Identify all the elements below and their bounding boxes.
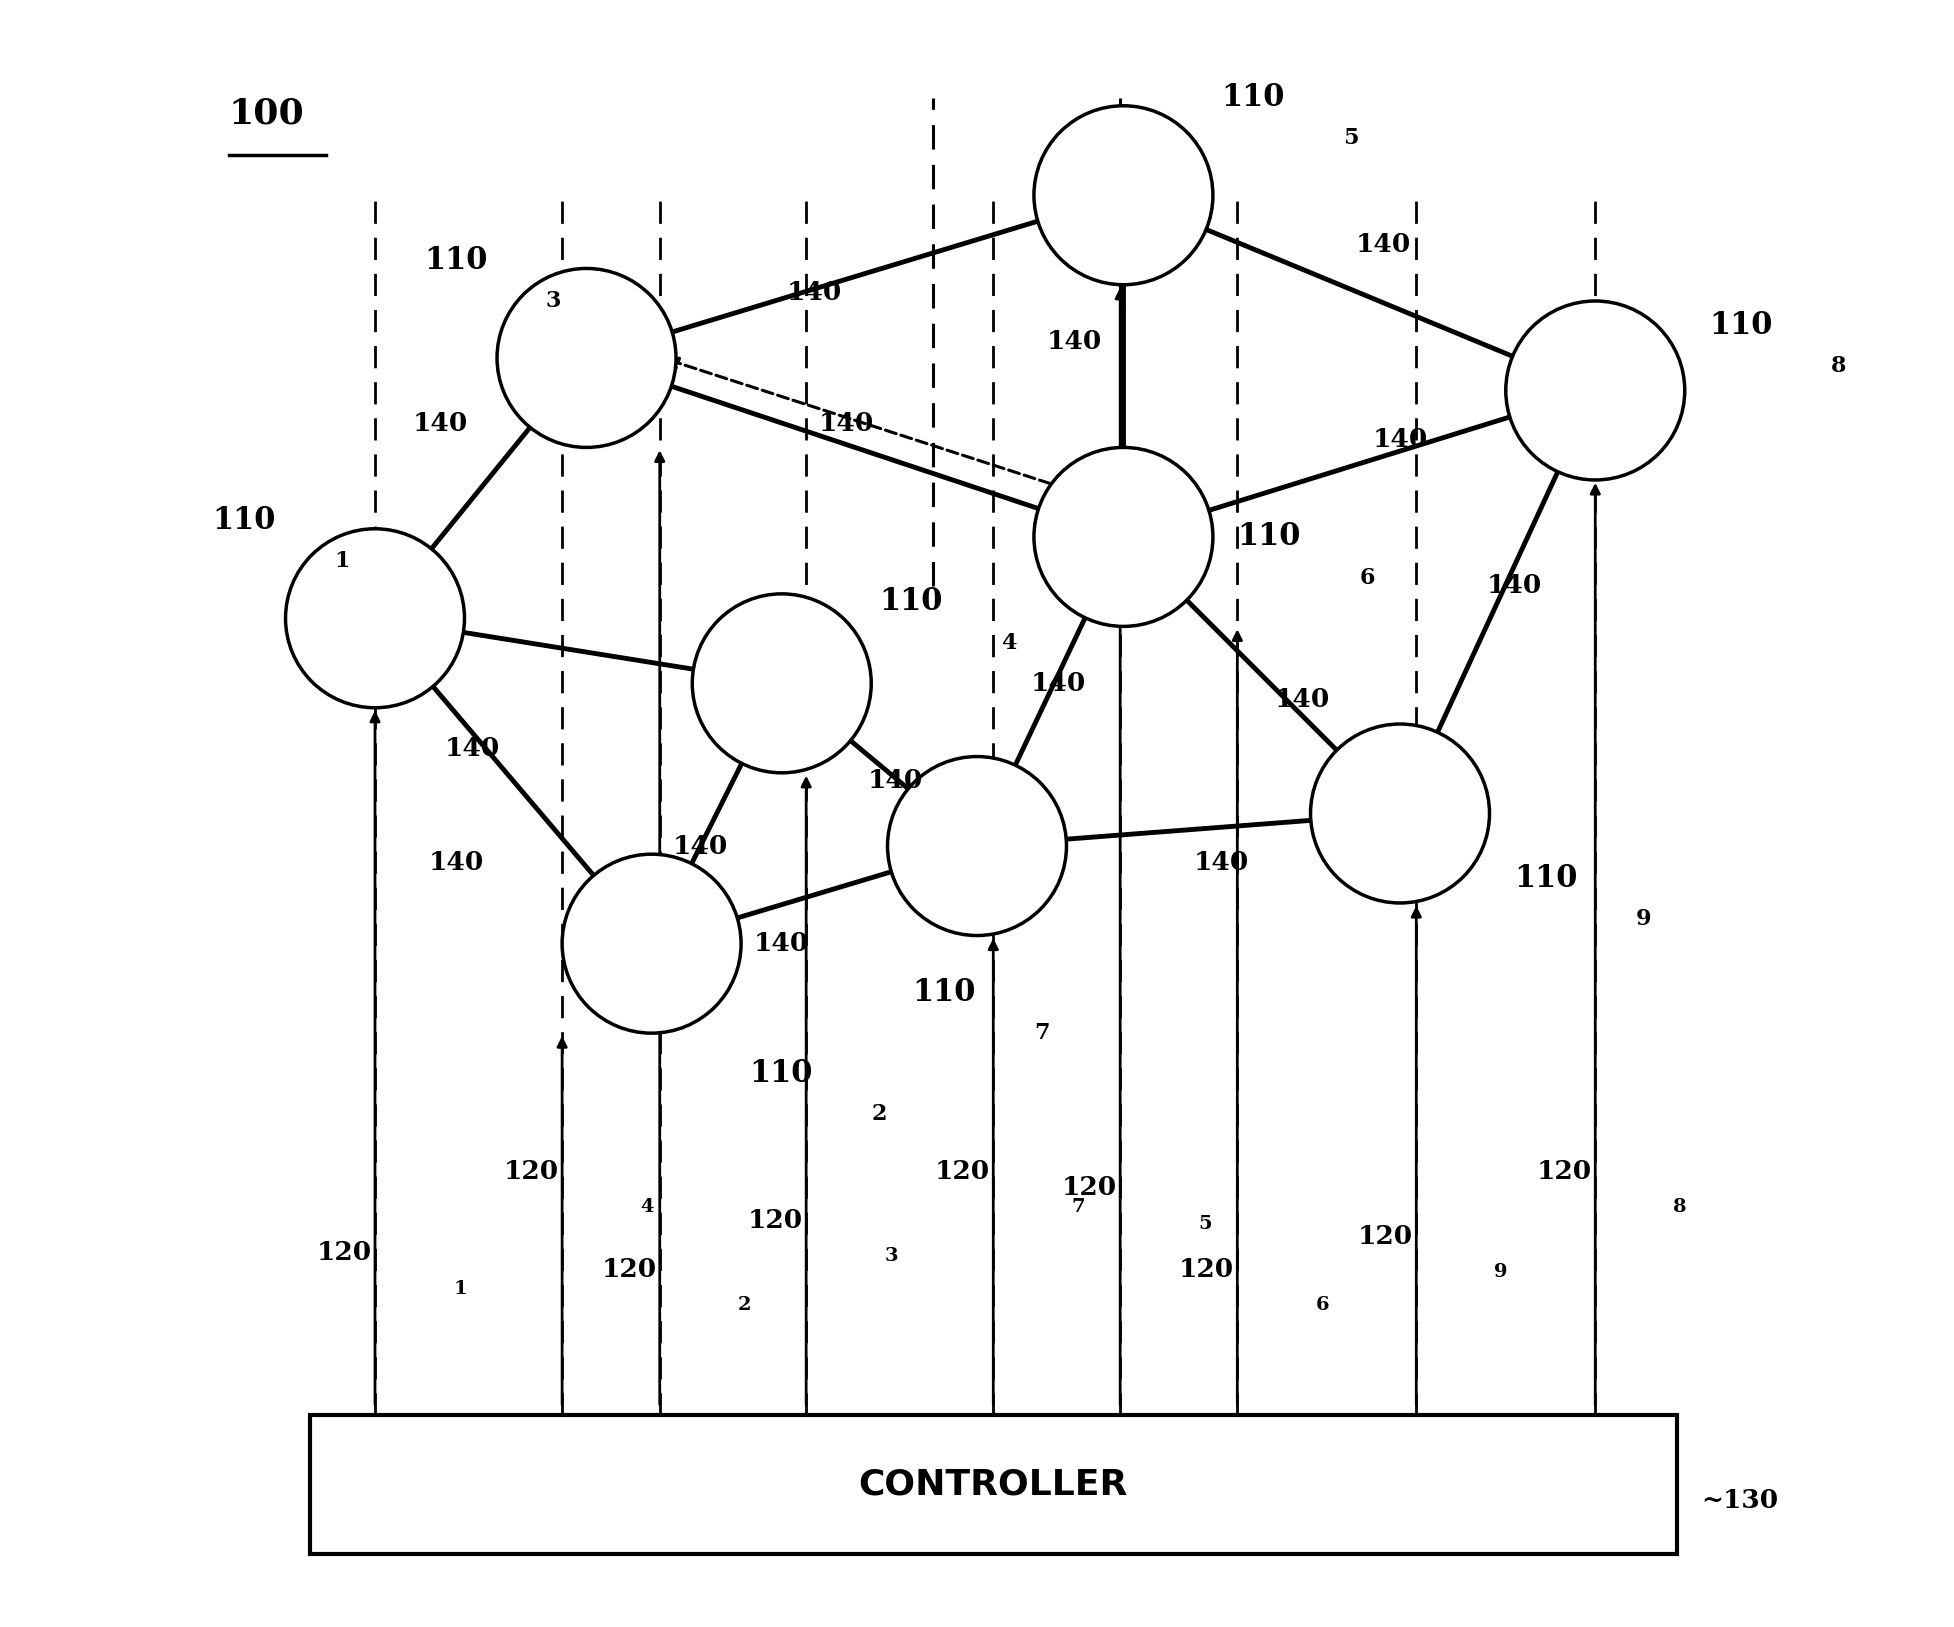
Text: 120: 120 <box>1061 1175 1118 1201</box>
Text: 140: 140 <box>1047 329 1102 355</box>
Text: 140: 140 <box>1030 670 1086 696</box>
Text: 140: 140 <box>787 280 842 306</box>
Text: 9: 9 <box>1495 1263 1508 1282</box>
Text: 120: 120 <box>1178 1256 1235 1282</box>
Text: 140: 140 <box>819 410 875 436</box>
Circle shape <box>887 757 1067 936</box>
Text: 120: 120 <box>748 1207 803 1233</box>
Circle shape <box>285 529 465 708</box>
Text: 140: 140 <box>868 768 924 794</box>
Circle shape <box>1034 447 1213 626</box>
Text: 120: 120 <box>1358 1224 1413 1250</box>
Text: 120: 120 <box>504 1158 559 1184</box>
Text: CONTROLLER: CONTROLLER <box>858 1468 1127 1502</box>
Text: 1: 1 <box>334 550 350 573</box>
Text: 110: 110 <box>748 1058 813 1090</box>
Text: 110: 110 <box>213 504 276 537</box>
Text: 120: 120 <box>934 1158 991 1184</box>
Text: 3: 3 <box>545 290 561 312</box>
Text: 140: 140 <box>1487 573 1542 599</box>
Text: 100: 100 <box>229 98 305 130</box>
Text: 8: 8 <box>1831 355 1847 377</box>
Text: 9: 9 <box>1635 908 1651 931</box>
Circle shape <box>1507 301 1684 480</box>
Circle shape <box>1311 724 1489 903</box>
Text: 110: 110 <box>913 976 975 1009</box>
Text: 110: 110 <box>424 244 487 277</box>
Text: 120: 120 <box>602 1256 657 1282</box>
Text: 140: 140 <box>754 931 809 957</box>
Circle shape <box>692 594 871 773</box>
Text: 4: 4 <box>641 1197 655 1217</box>
Text: 120: 120 <box>317 1240 371 1266</box>
Text: 140: 140 <box>446 735 500 761</box>
Text: 5: 5 <box>1342 127 1358 150</box>
Text: 110: 110 <box>1514 862 1577 895</box>
Text: 140: 140 <box>412 410 467 436</box>
Text: 2: 2 <box>739 1295 752 1315</box>
Text: 7: 7 <box>1071 1197 1084 1217</box>
Text: 140: 140 <box>1372 426 1428 452</box>
Text: 3: 3 <box>885 1246 899 1266</box>
Text: 1: 1 <box>453 1279 467 1298</box>
Circle shape <box>1034 106 1213 285</box>
Text: 8: 8 <box>1673 1197 1686 1217</box>
Text: 140: 140 <box>672 833 729 859</box>
Text: 140: 140 <box>1194 849 1249 875</box>
Text: 2: 2 <box>871 1103 887 1126</box>
Text: 6: 6 <box>1315 1295 1329 1315</box>
Circle shape <box>496 268 676 447</box>
Text: 110: 110 <box>1710 309 1772 342</box>
Text: 4: 4 <box>1000 631 1016 654</box>
Text: 6: 6 <box>1360 566 1376 589</box>
Text: 110: 110 <box>879 586 942 618</box>
Text: 110: 110 <box>1237 521 1301 553</box>
Bar <box>311 1415 1677 1554</box>
Text: 120: 120 <box>1538 1158 1593 1184</box>
Text: 140: 140 <box>428 849 485 875</box>
Text: ~130: ~130 <box>1702 1489 1778 1513</box>
Text: 5: 5 <box>1198 1214 1211 1233</box>
Text: 7: 7 <box>1034 1022 1049 1045</box>
Text: 110: 110 <box>1221 81 1284 114</box>
Text: 140: 140 <box>1356 231 1411 257</box>
Circle shape <box>563 854 741 1033</box>
Text: 140: 140 <box>1274 687 1331 713</box>
